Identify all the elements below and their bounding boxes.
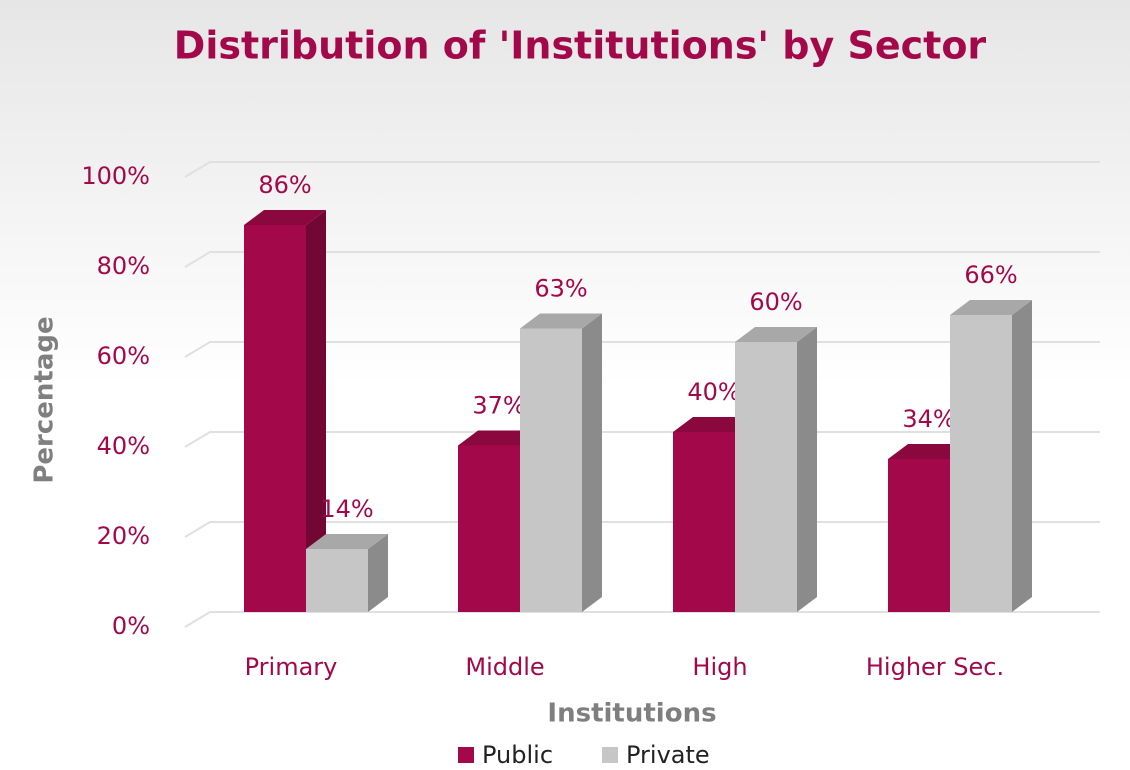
chart-title: Distribution of 'Institutions' by Sector <box>174 24 987 68</box>
bar-top <box>950 300 1032 315</box>
bar-top <box>888 444 970 459</box>
grid-line <box>184 161 1100 178</box>
x-tick-label: Primary <box>245 653 338 681</box>
bar <box>244 210 326 612</box>
bar-front <box>735 342 797 612</box>
bar-side <box>797 327 817 612</box>
value-label: 60% <box>749 288 802 316</box>
x-tick-label: Higher Sec. <box>866 653 1004 681</box>
bar-top <box>244 210 326 225</box>
legend-label: Private <box>626 741 710 769</box>
bar-top <box>458 430 540 446</box>
bar-front <box>950 315 1012 612</box>
bar-top <box>735 327 817 342</box>
bar-side <box>582 313 602 612</box>
bar-top <box>673 417 755 432</box>
y-tick-label: 60% <box>97 342 150 370</box>
y-tick-label: 20% <box>97 522 150 550</box>
value-label: 40% <box>687 378 740 406</box>
x-axis-label: Institutions <box>547 699 716 729</box>
bar-top <box>520 313 602 329</box>
bar-front <box>244 225 306 612</box>
value-label: 37% <box>472 392 525 420</box>
grid-line <box>184 611 1100 628</box>
value-label: 63% <box>534 275 587 303</box>
bar <box>735 327 817 612</box>
value-label: 86% <box>258 171 311 199</box>
x-tick-label: High <box>692 653 747 681</box>
y-tick-label: 80% <box>97 252 150 280</box>
x-tick-label: Middle <box>465 653 544 681</box>
bar-side <box>306 210 326 612</box>
legend-swatch <box>458 747 474 763</box>
y-tick-label: 40% <box>97 432 150 460</box>
bar-side <box>1012 300 1032 612</box>
legend-swatch <box>602 747 618 763</box>
value-label: 34% <box>902 405 955 433</box>
value-label: 14% <box>320 495 373 523</box>
y-tick-label: 100% <box>81 162 150 190</box>
value-label: 66% <box>964 261 1017 289</box>
bar <box>950 300 1032 612</box>
bar <box>520 313 602 612</box>
bar-front <box>888 459 950 612</box>
bar-front <box>520 328 582 612</box>
y-axis-label: Percentage <box>30 316 60 483</box>
bar-front <box>458 445 520 612</box>
grid-line <box>184 251 1100 268</box>
legend-label: Public <box>482 741 553 769</box>
bar <box>306 534 388 612</box>
bar-top <box>306 534 388 549</box>
bar-side <box>368 534 388 612</box>
bar-front <box>306 549 368 612</box>
y-tick-label: 0% <box>112 612 150 640</box>
bar-front <box>673 432 735 612</box>
